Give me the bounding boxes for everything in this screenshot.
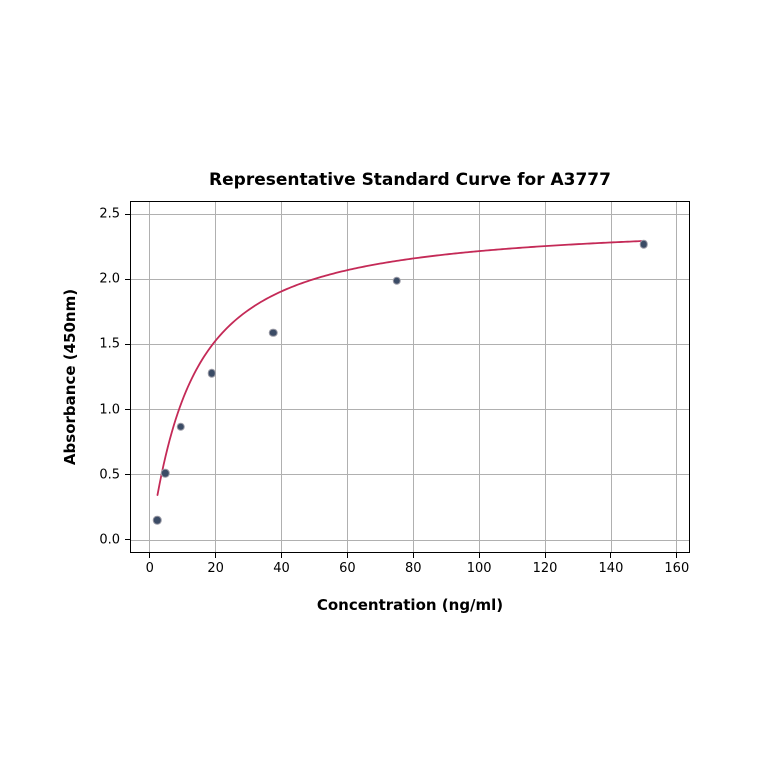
grid-h xyxy=(130,344,690,345)
xtick-label: 80 xyxy=(405,561,422,576)
spine-left xyxy=(130,201,131,553)
y-axis-label: Absorbance (450nm) xyxy=(61,289,79,465)
data-point xyxy=(393,276,402,285)
xtick-label: 160 xyxy=(664,561,689,576)
grid-h xyxy=(130,409,690,410)
x-axis-label: Concentration (ng/ml) xyxy=(317,596,503,614)
ytick xyxy=(125,344,130,345)
spine-bottom xyxy=(130,552,690,553)
xtick-label: 120 xyxy=(533,561,558,576)
grid-v xyxy=(281,201,282,553)
ytick-label: 2.5 xyxy=(99,207,120,222)
grid-h xyxy=(130,214,690,215)
ytick xyxy=(125,279,130,280)
xtick-label: 140 xyxy=(599,561,624,576)
xtick-label: 20 xyxy=(207,561,224,576)
xtick-label: 60 xyxy=(339,561,356,576)
ytick xyxy=(125,214,130,215)
grid-v xyxy=(611,201,612,553)
ytick-label: 0.5 xyxy=(99,467,120,482)
chart-canvas: Representative Standard Curve for A3777 … xyxy=(0,0,764,764)
xtick xyxy=(347,553,348,558)
ytick-label: 2.0 xyxy=(99,272,120,287)
grid-v xyxy=(347,201,348,553)
data-point xyxy=(161,469,170,478)
grid-h xyxy=(130,474,690,475)
grid-h xyxy=(130,279,690,280)
xtick-label: 100 xyxy=(467,561,492,576)
spine-top xyxy=(130,201,690,202)
ytick-label: 1.5 xyxy=(99,337,120,352)
grid-v xyxy=(413,201,414,553)
ytick xyxy=(125,539,130,540)
data-point xyxy=(269,328,278,337)
grid-v xyxy=(545,201,546,553)
xtick xyxy=(479,553,480,558)
ytick-label: 0.0 xyxy=(99,532,120,547)
xtick xyxy=(610,553,611,558)
grid-h xyxy=(130,540,690,541)
xtick xyxy=(545,553,546,558)
xtick xyxy=(149,553,150,558)
ytick xyxy=(125,409,130,410)
xtick xyxy=(676,553,677,558)
ytick xyxy=(125,474,130,475)
data-point xyxy=(153,516,162,525)
data-point xyxy=(207,369,216,378)
data-point xyxy=(176,422,185,431)
grid-v xyxy=(149,201,150,553)
xtick-label: 0 xyxy=(146,561,154,576)
ytick-label: 1.0 xyxy=(99,402,120,417)
grid-v xyxy=(676,201,677,553)
grid-v xyxy=(215,201,216,553)
chart-title: Representative Standard Curve for A3777 xyxy=(209,170,611,190)
spine-right xyxy=(689,201,690,553)
xtick xyxy=(413,553,414,558)
xtick-label: 40 xyxy=(273,561,290,576)
xtick xyxy=(281,553,282,558)
xtick xyxy=(215,553,216,558)
data-point xyxy=(640,240,649,249)
grid-v xyxy=(479,201,480,553)
